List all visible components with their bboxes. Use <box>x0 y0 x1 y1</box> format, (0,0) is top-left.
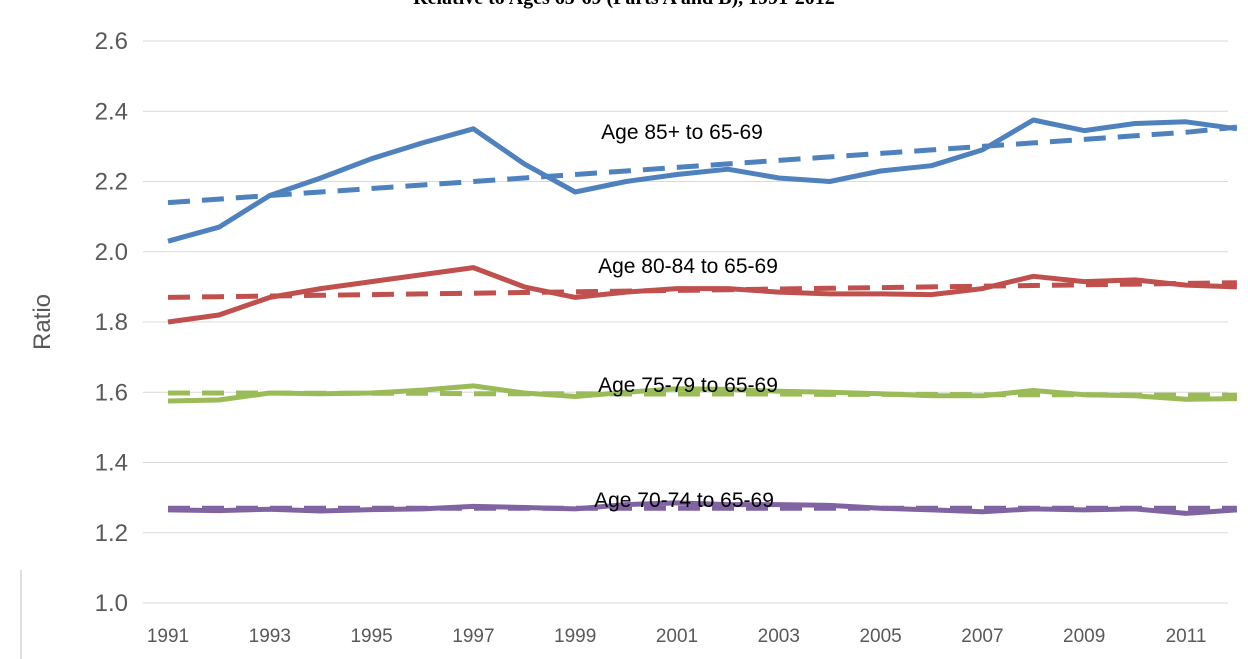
x-tick-label: 1999 <box>554 626 596 647</box>
y-tick-label: 2.2 <box>95 169 128 196</box>
annotation: Age 85+ to 65-69 <box>601 121 763 144</box>
x-tick-label: 2001 <box>656 626 698 647</box>
y-tick-label: 2.6 <box>95 28 128 55</box>
y-tick-label: 1.8 <box>95 309 128 336</box>
x-tick-label: 2007 <box>961 626 1003 647</box>
y-tick-label: 1.2 <box>95 520 128 547</box>
y-tick-label: 1.6 <box>95 379 128 406</box>
annotation: Age 75-79 to 65-69 <box>598 374 778 397</box>
y-tick-label: 1.0 <box>95 590 128 617</box>
x-tick-label: 2011 <box>1166 626 1207 647</box>
data-line <box>167 265 1237 325</box>
x-tick-label: 2009 <box>1063 626 1105 647</box>
y-axis-label: Ratio <box>29 294 56 350</box>
y-tick-label: 2.0 <box>95 239 128 266</box>
y-tick-label: 1.4 <box>95 450 128 477</box>
x-tick-label: 1997 <box>452 626 494 647</box>
trend-line <box>167 124 1238 206</box>
chart-title: Relative to Ages 65-69 (Parts A and B), … <box>413 0 835 9</box>
annotation: Age 80-84 to 65-69 <box>598 255 778 278</box>
x-tick-label: 1991 <box>147 626 189 647</box>
annotation: Age 70-74 to 65-69 <box>594 489 774 512</box>
y-tick-label: 2.4 <box>95 98 128 125</box>
data-line <box>167 117 1238 244</box>
x-tick-label: 2003 <box>758 626 800 647</box>
x-tick-label: 1995 <box>350 626 392 647</box>
x-tick-label: 2005 <box>859 626 901 647</box>
x-tick-label: 1993 <box>249 626 291 647</box>
trend-line <box>168 390 1237 398</box>
trend-line <box>167 280 1237 300</box>
